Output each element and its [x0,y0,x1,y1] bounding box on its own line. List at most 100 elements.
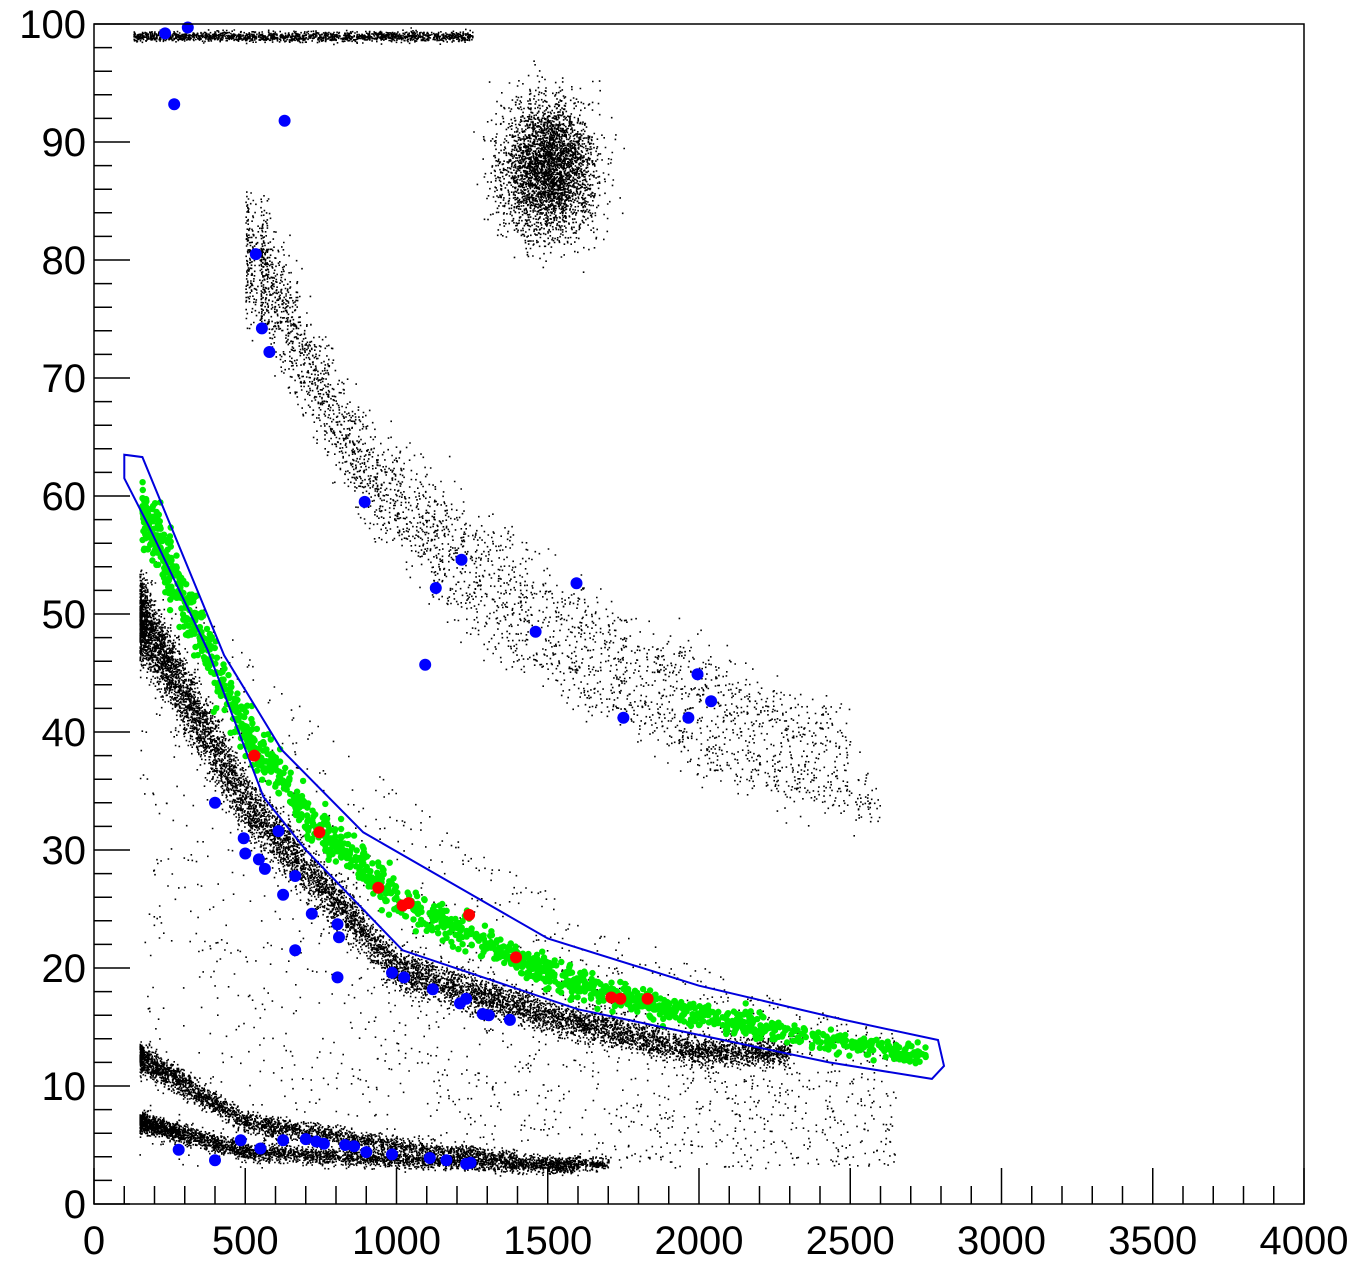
green-point [385,911,393,918]
green-point [248,715,255,723]
y-tick-label: 40 [42,711,87,755]
green-point [140,546,148,554]
green-point [778,1033,786,1040]
green-point [549,969,556,976]
green-point [298,811,305,818]
green-point [180,623,188,630]
green-point [304,818,311,825]
green-point [185,632,192,639]
green-point [462,948,469,955]
blue-point [289,944,302,957]
green-point [391,895,398,903]
green-point [245,731,253,738]
green-point [431,902,438,910]
green-point [309,820,317,827]
green-point [766,1024,773,1032]
green-point [922,1044,929,1051]
green-point [226,691,233,698]
green-point [139,503,146,510]
green-point [675,1002,683,1010]
red-series-points [248,749,654,1005]
green-point [194,651,201,659]
cut-polygon [123,453,946,1080]
green-point [577,969,584,977]
green-point [364,866,371,874]
green-point [771,1036,778,1043]
green-point [906,1058,913,1065]
green-point [286,798,294,805]
green-point [870,1057,877,1064]
green-point [609,1008,616,1015]
green-point [574,987,581,995]
green-point [621,980,629,988]
green-point [882,1053,889,1061]
green-point [738,1017,745,1024]
green-point [331,838,338,846]
green-point [914,1039,921,1046]
y-tick-label: 70 [42,357,87,401]
green-point [742,1000,749,1007]
green-point [744,1024,751,1032]
blue-point [429,582,442,594]
green-point [749,1019,756,1026]
green-point [448,938,455,946]
green-point [166,606,174,614]
green-point [860,1041,867,1048]
green-point [458,924,465,931]
green-point [340,840,348,847]
green-point [375,862,382,870]
green-point [253,725,261,733]
green-point [525,950,532,958]
blue-point [272,825,285,838]
green-point [213,654,221,661]
green-point [539,965,546,972]
green-point [866,1047,874,1054]
green-point [776,1023,783,1031]
green-point [501,959,508,967]
blue-point [209,1154,221,1167]
green-point [480,932,487,939]
green-point [588,975,595,983]
green-point [275,773,283,780]
blue-point [277,888,290,901]
blue-point [278,114,291,127]
blue-point [386,966,398,979]
x-tick-label: 3500 [1108,1219,1197,1257]
green-point [553,962,560,969]
green-point [343,862,351,870]
green-point [369,860,376,867]
green-point [337,815,345,823]
green-point [287,790,294,798]
green-point [423,927,430,934]
x-tick-label: 1500 [503,1219,592,1257]
green-point [635,1001,643,1009]
x-tick-label: 1000 [352,1219,441,1257]
green-point [244,737,251,744]
green-point [220,661,227,668]
green-point [265,779,272,786]
blue-point [617,711,630,724]
green-point [413,908,420,916]
y-tick-label: 10 [42,1065,87,1109]
green-point [264,731,272,738]
blue-point [289,870,302,882]
green-point [221,706,228,714]
x-tick-label: 3000 [957,1219,1046,1257]
red-point [510,951,522,964]
green-point [196,641,204,648]
green-point [912,1060,919,1067]
blue-point [172,1143,185,1156]
blue-point [339,1139,352,1151]
green-point [533,951,541,958]
green-point [545,974,553,981]
green-point [174,592,181,599]
green-point [262,747,269,754]
green-point [801,1027,808,1035]
green-point [617,978,624,986]
green-point [421,896,428,904]
green-point [337,853,345,860]
green-point [257,740,264,748]
green-point [160,574,168,581]
green-point [361,854,368,862]
green-point [383,897,390,905]
